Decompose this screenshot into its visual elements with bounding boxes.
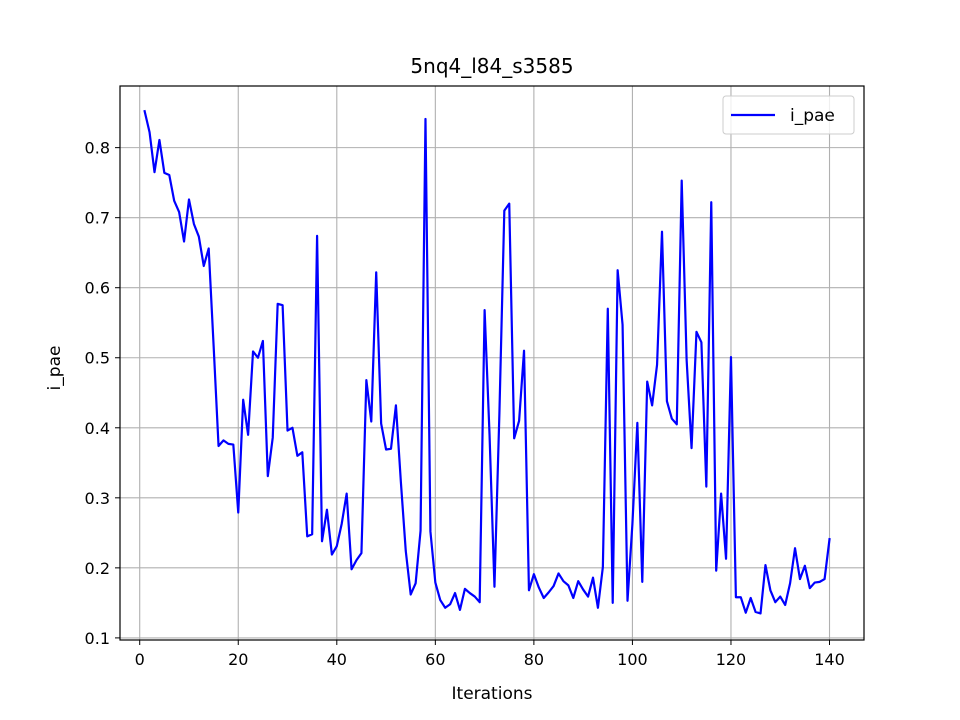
y-tick-label: 0.2 <box>85 559 110 578</box>
y-tick-label: 0.7 <box>85 209 110 228</box>
y-axis-label: i_pae <box>45 346 65 391</box>
y-tick-label: 0.5 <box>85 349 110 368</box>
x-tick-label: 80 <box>524 650 544 669</box>
series-line-i-pae <box>143 109 831 615</box>
y-axis-ticks: 0.1 0.2 0.3 0.4 0.5 0.6 0.7 0.8 <box>85 139 120 648</box>
y-tick-label: 0.4 <box>85 419 110 438</box>
x-tick-label: 0 <box>135 650 145 669</box>
plot-area-frame <box>119 85 865 641</box>
y-tick-label: 0.3 <box>85 489 110 508</box>
y-tick-label: 0.6 <box>85 279 110 298</box>
y-tick-label: 0.1 <box>85 629 110 648</box>
x-tick-label: 60 <box>425 650 445 669</box>
series-layer <box>143 109 831 615</box>
x-tick-label: 40 <box>327 650 347 669</box>
chart-title: 5nq4_l84_s3585 <box>410 54 573 78</box>
legend: i_pae <box>722 95 855 135</box>
y-tick-label: 0.8 <box>85 139 110 158</box>
legend-box <box>722 95 855 135</box>
x-axis-label: Iterations <box>452 684 533 704</box>
x-axis-ticks: 0 20 40 60 80 100 120 140 <box>135 640 845 669</box>
x-tick-label: 100 <box>617 650 648 669</box>
x-tick-label: 20 <box>228 650 248 669</box>
x-tick-label: 140 <box>814 650 845 669</box>
x-tick-label: 120 <box>716 650 747 669</box>
legend-label-i-pae: i_pae <box>790 106 835 126</box>
